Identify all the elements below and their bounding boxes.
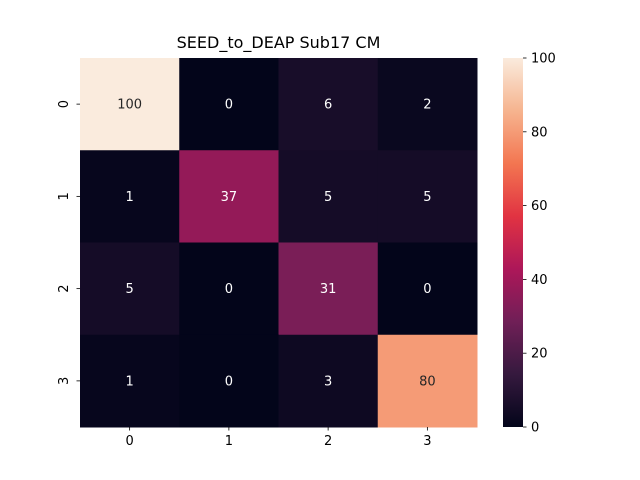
heatmap-cell-2-0	[80, 242, 180, 336]
heatmap-cell-3-0	[80, 334, 180, 428]
heatmap-cell-1-2	[278, 150, 379, 243]
cell-label-3-2: 3	[324, 374, 332, 389]
cell-label-2-0: 5	[125, 282, 133, 297]
heatmap-cell-0-0	[80, 58, 180, 151]
heatmap-cell-3-2	[278, 334, 379, 428]
heatmap-cell-3-3	[377, 334, 478, 428]
x-tick-label-2: 2	[324, 434, 332, 449]
colorbar-tick-label-4: 80	[531, 125, 548, 140]
colorbar-tick-label-5: 100	[531, 52, 556, 67]
cell-label-0-2: 6	[324, 98, 332, 113]
cell-label-0-0: 100	[117, 98, 142, 113]
x-tick-label-0: 0	[125, 434, 133, 449]
heatmap-cell-0-3	[377, 58, 478, 151]
cell-label-1-1: 37	[221, 190, 238, 205]
cell-label-3-1: 0	[225, 374, 233, 389]
colorbar-tick-label-0: 0	[531, 421, 539, 436]
heatmap-cell-1-0	[80, 150, 180, 243]
cell-label-3-0: 1	[125, 374, 133, 389]
x-axis: 0 1 2 3	[125, 427, 432, 449]
heatmap-cell-3-1	[179, 334, 279, 428]
cell-label-2-2: 31	[320, 282, 337, 297]
heatmap-cells	[80, 58, 478, 428]
heatmap-cell-0-1	[179, 58, 279, 151]
cell-label-0-1: 0	[225, 98, 233, 113]
colorbar-tick-label-1: 20	[531, 347, 548, 362]
cell-label-0-3: 2	[423, 98, 431, 113]
colorbar-tick-label-3: 60	[531, 199, 548, 214]
heatmap-cell-0-2	[278, 58, 379, 151]
colorbar	[503, 58, 523, 427]
cell-label-1-3: 5	[423, 190, 431, 205]
y-tick-label-1: 1	[57, 192, 72, 200]
colorbar-ticks: 0 20 40 60 80 100	[523, 52, 556, 436]
cell-label-2-1: 0	[225, 282, 233, 297]
chart-title: SEED_to_DEAP Sub17 CM	[176, 33, 381, 52]
cell-annotations: 100 0 6 2 1 37 5 5 5 0 31 0 1 0 3 80	[117, 98, 435, 390]
y-tick-label-3: 3	[57, 377, 72, 385]
colorbar-tick-label-2: 40	[531, 273, 548, 288]
x-tick-label-1: 1	[225, 434, 233, 449]
heatmap-cell-2-2	[278, 242, 379, 336]
heatmap-cell-1-3	[377, 150, 478, 243]
cell-label-1-0: 1	[125, 190, 133, 205]
heatmap-cell-2-1	[179, 242, 279, 336]
heatmap-cell-1-1	[179, 150, 279, 243]
cell-label-1-2: 5	[324, 190, 332, 205]
y-tick-label-2: 2	[57, 284, 72, 292]
y-tick-label-0: 0	[57, 100, 72, 108]
x-tick-label-3: 3	[423, 434, 431, 449]
cell-label-2-3: 0	[423, 282, 431, 297]
cell-label-3-3: 80	[419, 374, 436, 389]
y-axis: 0 1 2 3	[57, 100, 80, 385]
heatmap-cell-2-3	[377, 242, 478, 336]
